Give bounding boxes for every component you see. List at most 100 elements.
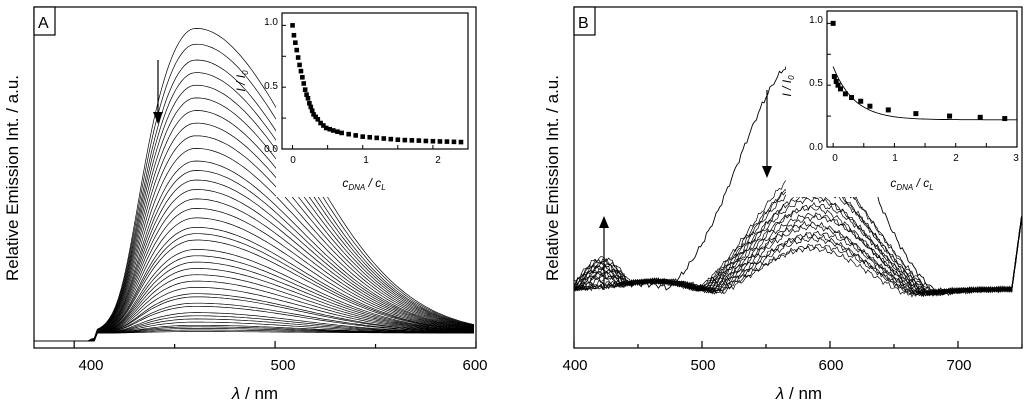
panel-a-inset-y-symbol: I / I <box>234 74 248 91</box>
panel-b-inset-points <box>830 20 1008 122</box>
panel-a-inset-point <box>298 68 304 74</box>
panel-a-inset-point <box>309 108 315 113</box>
panel-a-x-axis-unit: / nm <box>240 384 278 403</box>
panel-b-inset-background <box>786 11 1018 197</box>
panel-b-inset-point <box>1002 116 1008 122</box>
panel-b-xtick-label: 700 <box>946 357 971 374</box>
panel-a-inset-point <box>301 81 307 86</box>
panel-a-inset-x-axis-title: cDNA / cL <box>342 176 385 192</box>
panel-b-inset-point <box>858 98 864 104</box>
panel-a-spectrum-curve <box>34 179 475 342</box>
panel-b-xtick-label: 400 <box>562 357 587 374</box>
panel-b-spectrum-curve <box>573 216 1022 296</box>
panel-b-x-axis-title: λ / nm <box>775 384 822 403</box>
panel-a-inset-frame <box>281 12 469 150</box>
panel-a-inset-point <box>458 139 464 145</box>
panel-a-x-axis-symbol: λ <box>231 384 240 403</box>
panel-b-up-arrow-head <box>599 216 609 228</box>
panel-a-label-box <box>33 6 56 36</box>
panel-b-inset: 0 1 2 3 0.0 0.5 1.0 I / I0 cDNA / cL <box>780 10 1019 197</box>
panel-a-inset-point <box>360 134 366 139</box>
panel-b-spectrum-curve <box>573 221 1022 297</box>
panel-a-xtick-label: 600 <box>462 357 487 374</box>
panel-a-x-ticks <box>73 341 477 348</box>
panel-a-inset-point <box>297 62 302 68</box>
panel-b-inset-ytick-label: 0.5 <box>809 78 823 89</box>
panel-a-inset-point <box>346 131 351 137</box>
panel-a-spectrum-curve <box>34 84 475 342</box>
panel-b-down-arrow-head <box>762 166 772 178</box>
panel-a-spectrum-curve <box>34 28 475 342</box>
panel-a-inset-ytick-label: 0.0 <box>264 144 278 155</box>
panel-a-inset-ytick-label: 0.5 <box>264 81 278 92</box>
panel-b-x-axis-unit: / nm <box>784 384 822 403</box>
panel-a-inset-point <box>294 47 300 53</box>
panel-a-inset-points <box>290 23 464 145</box>
panel-b-inset-xtick-label: 2 <box>953 153 959 164</box>
panel-b-curves <box>573 56 1022 298</box>
panel-a-spectrum-curve <box>34 148 475 342</box>
panel-a-inset-y-axis-title: I / I0 <box>234 70 250 92</box>
panel-b-x-axis-symbol: λ <box>775 384 784 403</box>
panel-b-inset-fit-line <box>832 66 1017 121</box>
panel-b-inset-fit <box>832 66 1017 121</box>
panel-a-spectrum-curve <box>34 198 475 342</box>
panel-b-label: B <box>578 15 589 32</box>
panel-b-inset-point <box>947 113 953 119</box>
panel-a-inset-point <box>451 139 457 145</box>
panel-a-inset-point <box>423 138 429 144</box>
panel-a-inset-point <box>308 104 314 110</box>
panel-a-inset-point <box>307 100 312 106</box>
panel-a-label: A <box>38 15 49 32</box>
panel-a-inset-point <box>402 137 408 143</box>
panel-b-inset-ytick-label: 1.0 <box>809 15 823 26</box>
panel-b-label-box <box>573 6 596 36</box>
panel-a-inset-point <box>311 112 316 117</box>
panel-a-inset-point <box>327 126 333 132</box>
panel-a-inset-point <box>318 120 323 126</box>
panel-b-inset-point <box>831 74 837 80</box>
panel-b-inset-y-sub: 0 <box>787 75 796 80</box>
panel-a-inset-point <box>430 138 436 144</box>
panel-a-inset-point <box>388 136 394 142</box>
panel-b-inset-xtick-label: 0 <box>832 153 838 164</box>
panel-a-inset-point <box>409 138 415 143</box>
panel-a-inset-point <box>321 123 326 128</box>
panel-a-inset-ticks <box>282 24 434 150</box>
panel-a-inset-point <box>323 125 329 131</box>
panel-a-inset-x-sub1: DNA <box>348 183 365 192</box>
panel-a-inset-point <box>290 23 295 28</box>
panel-a-frame <box>33 6 477 349</box>
panel-a-curves <box>34 28 475 342</box>
panel-a-inset-point <box>416 138 422 143</box>
panel-a-inset-point <box>302 87 308 92</box>
panel-a-inset-point <box>339 130 344 136</box>
panel-b-inset-y-symbol: I / I <box>780 79 794 96</box>
panel-a-inset-ytick-label: 1.0 <box>264 17 278 28</box>
panel-a-inset-point <box>381 136 387 141</box>
panel-a-spectrum-curve <box>34 208 475 342</box>
panel-a-inset-point <box>330 128 336 133</box>
panel-a-inset-point <box>304 92 309 97</box>
panel-b-frame <box>573 6 1023 349</box>
panel-a-xtick-label: 400 <box>78 357 103 374</box>
panel-b-inset-y-axis-title: I / I0 <box>780 75 796 97</box>
panel-b-inset-point <box>849 95 855 101</box>
panel-a-inset-point <box>293 40 298 45</box>
panel-b-inset-x-axis-title: cDNA / cL <box>890 176 933 192</box>
panel-b-inset-point <box>842 91 848 97</box>
panel-a-xtick-label: 500 <box>270 357 295 374</box>
panel-b-xtick-label: 500 <box>690 357 715 374</box>
panel-b-y-axis-title: Relative Emission Int. / a.u. <box>543 75 562 281</box>
panel-a-spectrum-curve <box>34 239 475 342</box>
panel-b-inset-point <box>977 114 983 120</box>
panel-a-inset-xtick-label: 2 <box>435 155 441 166</box>
panel-a-inset-point <box>437 139 443 144</box>
panel-b-x-ticks <box>573 341 1023 348</box>
panel-a: A 400 500 600 λ / nm Relative Emission I… <box>3 6 488 403</box>
panel-a-inset-x-mid: / c <box>365 176 381 190</box>
panel-b: B 400 500 600 700 λ / nm Relative Emissi… <box>543 6 1023 403</box>
panel-b-inset-ytick-label: 0.0 <box>809 142 823 153</box>
panel-b-spectrum-curve <box>573 219 1022 297</box>
